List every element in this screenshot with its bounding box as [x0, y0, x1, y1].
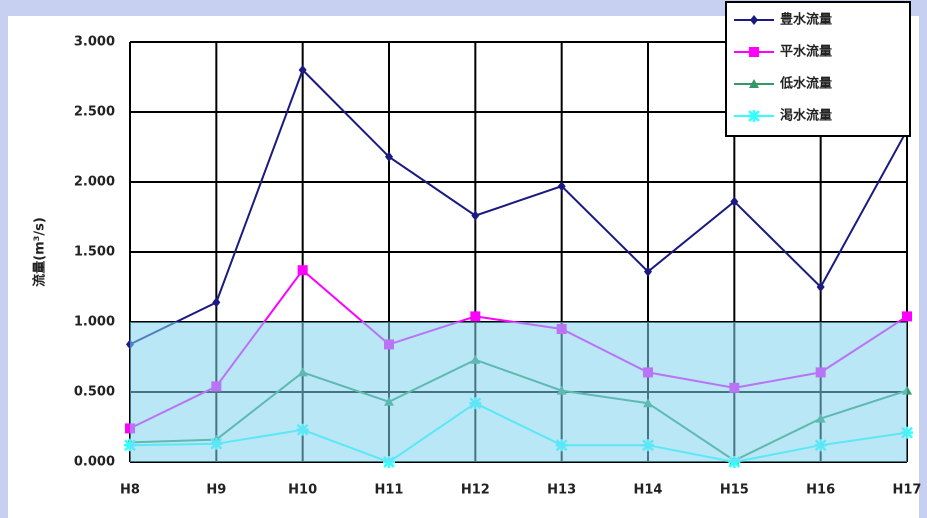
x-tick-label: H16 — [806, 483, 835, 498]
legend-marker — [749, 79, 759, 88]
x-tick-label: H12 — [461, 483, 490, 498]
legend-label: 豊水流量 — [780, 12, 832, 28]
legend-label: 低水流量 — [779, 76, 832, 92]
point — [297, 265, 308, 276]
y-tick-label: 2.000 — [74, 175, 115, 190]
point — [644, 266, 652, 277]
legend-label: 渇水流量 — [780, 108, 832, 124]
x-tick-label: H10 — [288, 483, 317, 498]
x-tick-label: H14 — [634, 483, 663, 498]
point — [730, 196, 739, 207]
legend-marker — [748, 110, 760, 122]
point — [470, 311, 481, 322]
x-tick-label: H8 — [120, 483, 140, 498]
legend-label: 平水流量 — [780, 44, 832, 60]
x-tick-label: H15 — [720, 483, 749, 498]
y-tick-label: 2.500 — [74, 105, 115, 120]
y-axis-label: 流量(m³/s) — [32, 217, 48, 287]
y-tick-label: 3.000 — [74, 35, 115, 50]
x-tick-label: H9 — [206, 483, 226, 498]
point — [902, 311, 912, 322]
series-line — [129, 68, 908, 346]
x-tick-label: H11 — [375, 483, 404, 498]
legend-marker — [750, 15, 758, 25]
point — [212, 297, 221, 308]
point — [816, 282, 825, 292]
y-tick-label: 1.500 — [74, 245, 115, 260]
point — [557, 181, 566, 192]
x-tick-label: H13 — [547, 483, 576, 498]
point — [298, 65, 307, 75]
legend-marker — [749, 47, 759, 57]
y-tick-label: 0.500 — [74, 385, 115, 400]
shaded-range — [130, 322, 907, 462]
x-tick-label: H17 — [893, 483, 922, 498]
y-tick-label: 0.000 — [74, 455, 115, 470]
point — [471, 210, 480, 221]
y-tick-label: 1.000 — [74, 315, 115, 330]
point — [385, 151, 393, 162]
